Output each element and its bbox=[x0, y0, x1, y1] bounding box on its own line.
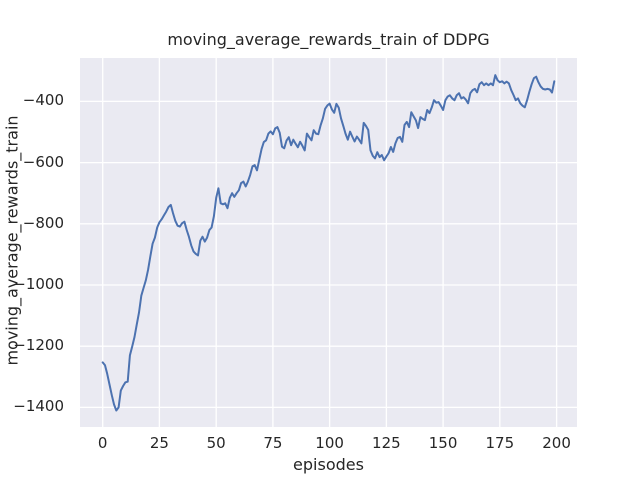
x-tick-label: 0 bbox=[97, 434, 108, 452]
x-tick-label: 100 bbox=[315, 434, 344, 452]
x-tick-label: 50 bbox=[206, 434, 226, 452]
x-tick-label: 125 bbox=[372, 434, 401, 452]
series-line bbox=[101, 74, 556, 412]
plot-area bbox=[80, 58, 577, 427]
chart-title: moving_average_rewards_train of DDPG bbox=[167, 30, 490, 49]
y-tick-label: −600 bbox=[22, 152, 64, 171]
y-axis-label: moving_average_rewards_train bbox=[2, 115, 22, 366]
y-tick-label: −800 bbox=[22, 213, 64, 232]
x-tick-label: 150 bbox=[428, 434, 458, 452]
x-tick-label: 175 bbox=[485, 434, 515, 452]
x-tick-label: 75 bbox=[263, 434, 283, 452]
y-tick-label: −1400 bbox=[13, 397, 64, 416]
x-tick-label: 25 bbox=[149, 434, 169, 452]
y-tick-label: −400 bbox=[22, 91, 64, 110]
y-tick-label: −1200 bbox=[13, 336, 64, 355]
plot-background bbox=[80, 58, 577, 427]
y-tick-label: −1000 bbox=[13, 275, 64, 294]
x-axis-label: episodes bbox=[293, 455, 364, 474]
x-tick-label: 200 bbox=[542, 434, 571, 452]
